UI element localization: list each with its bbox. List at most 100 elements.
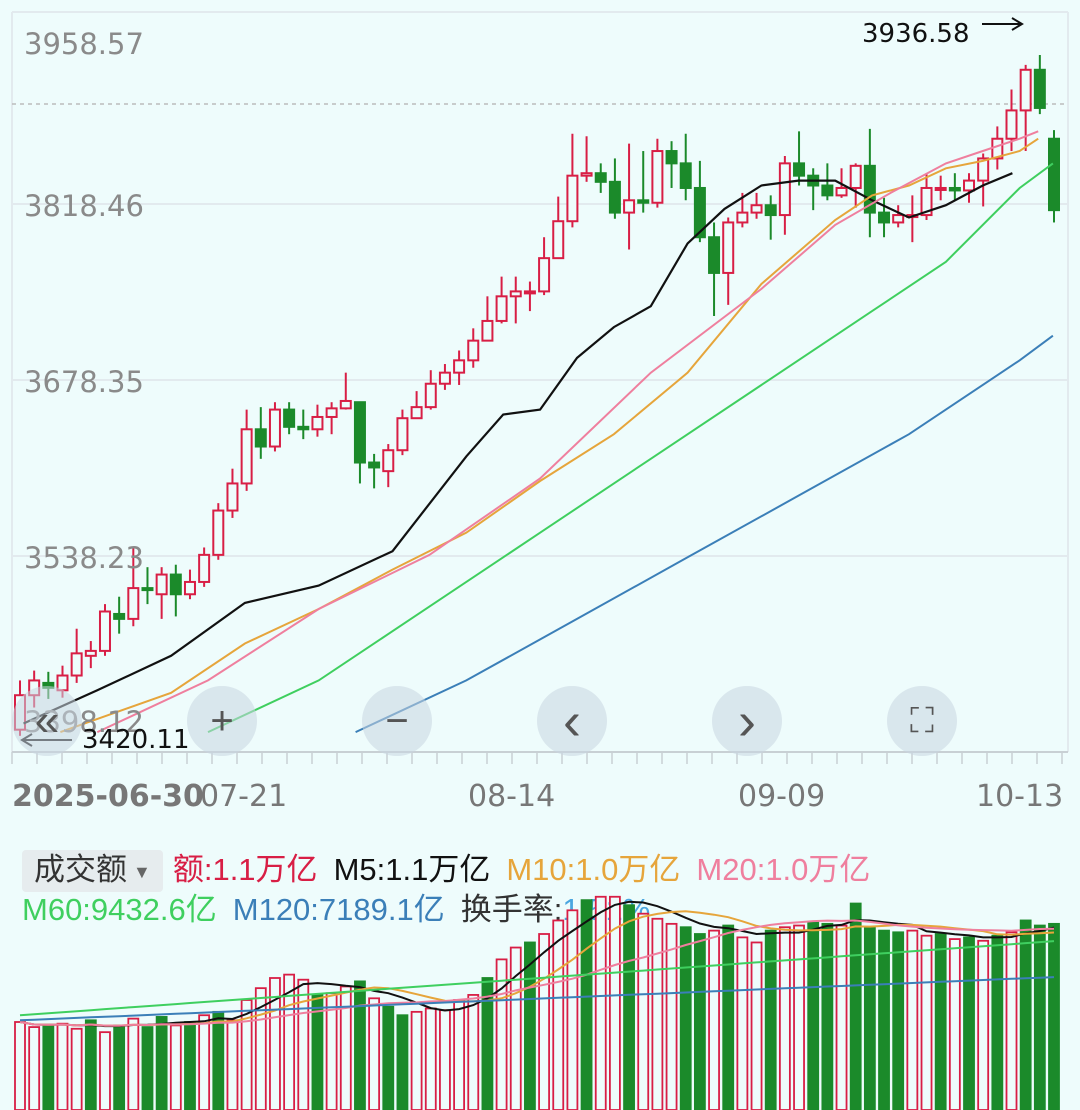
volume-bar (977, 939, 990, 1110)
volume-bar (849, 902, 862, 1110)
ma-line-m120 (355, 334, 1054, 734)
candle (679, 133, 692, 201)
candle (651, 138, 664, 208)
volume-bar (807, 921, 820, 1110)
m20-indicator: M20:1.0万亿 (696, 852, 871, 887)
next-button[interactable]: › (712, 686, 782, 756)
candle (764, 195, 777, 240)
volume-bar (28, 1026, 41, 1110)
volume-bars (14, 895, 1060, 1110)
price-tick-label: 3538.23 (24, 541, 144, 575)
volume-bar (410, 1010, 423, 1110)
volume-ma-line-m20 (19, 919, 1055, 1027)
volume-bar (467, 994, 480, 1110)
volume-bar (269, 977, 281, 1110)
volume-bar (226, 1019, 239, 1110)
volume-bar (552, 919, 565, 1110)
candle (396, 409, 409, 456)
amount-indicator: 额:1.1万亿 (172, 852, 318, 887)
volume-bar (84, 1019, 97, 1110)
volume-bar (609, 895, 621, 1110)
fullscreen-button[interactable]: ⛶ (887, 686, 957, 756)
candle (198, 547, 211, 587)
candle (268, 402, 281, 452)
volume-bar (665, 922, 678, 1110)
metric-dropdown[interactable]: 成交额 ▼ (22, 850, 163, 892)
volume-bar (722, 924, 735, 1110)
volume-bar (495, 958, 508, 1110)
volume-bar (906, 929, 919, 1110)
volume-ma-line-m120 (19, 976, 1055, 1022)
m10-indicator: M10:1.0万亿 (506, 852, 681, 887)
caret-down-icon: ▼ (133, 861, 151, 882)
volume-bar (963, 936, 975, 1110)
price-chart[interactable]: 3958.57 3818.46 3678.35 3538.23 3398.12 … (0, 0, 1080, 830)
candle (481, 296, 494, 342)
volume-bar (736, 936, 749, 1110)
candle (226, 468, 239, 518)
candle (240, 409, 253, 491)
volume-bar (580, 899, 593, 1110)
price-grid (11, 11, 1069, 753)
candle (977, 153, 990, 207)
volume-bar (169, 1024, 182, 1110)
candle (169, 564, 182, 617)
volume-bar (524, 941, 536, 1110)
zoom-in-button[interactable]: + (187, 686, 257, 756)
volume-bar (948, 938, 961, 1110)
volume-bar (693, 933, 706, 1110)
candle (892, 205, 905, 228)
ma-line-m10 (60, 137, 1039, 734)
volume-bar (396, 1014, 409, 1110)
volume-bar (778, 926, 791, 1110)
ma-line-m5 (23, 172, 1013, 725)
volume-bar (566, 909, 579, 1110)
candle (495, 276, 508, 324)
candle (283, 402, 296, 435)
volume-bar (991, 934, 1004, 1110)
previous-button[interactable]: ‹ (537, 686, 607, 756)
candle (212, 503, 225, 560)
volume-bar (793, 924, 805, 1110)
candle (778, 155, 791, 235)
volume-bar (651, 917, 664, 1110)
candle (623, 143, 636, 250)
volume-bar (368, 997, 381, 1110)
volume-bar (594, 895, 607, 1110)
high-marker: 3936.58 (862, 17, 1024, 49)
date-label: 2025-06-30 (12, 779, 204, 814)
candle (353, 401, 366, 484)
volume-chart[interactable] (0, 830, 1080, 1110)
m60-indicator: M60:9432.6亿 (22, 892, 217, 927)
volume-bar (155, 1016, 168, 1110)
volume-bar (212, 1010, 225, 1110)
volume-bar (113, 1024, 126, 1110)
candle (467, 328, 480, 368)
zoom-out-button[interactable]: − (362, 686, 432, 756)
volume-bar (1019, 919, 1032, 1110)
candle (368, 453, 381, 489)
candle (113, 596, 126, 634)
candle (821, 163, 834, 201)
candle (665, 141, 678, 188)
ma-line-m20 (96, 130, 1039, 734)
candle (934, 175, 947, 201)
candle (311, 404, 324, 437)
candle (141, 567, 154, 605)
candle (98, 604, 111, 656)
ma-line-m60 (207, 162, 1054, 734)
chevron-right-icon: › (738, 691, 756, 751)
candle (906, 195, 919, 243)
volume-bar (184, 1021, 196, 1110)
candle (297, 409, 310, 440)
volume-bar (354, 980, 366, 1110)
candle (849, 163, 862, 208)
candle (453, 350, 466, 385)
volume-bar (1048, 922, 1060, 1110)
plus-icon: + (210, 699, 234, 743)
volume-bar (481, 977, 494, 1110)
volume-bar (679, 926, 692, 1110)
volume-moving-average-lines (19, 900, 1055, 1028)
rewind-button[interactable]: « (12, 686, 82, 756)
low-marker-label: 3420.11 (82, 725, 190, 755)
